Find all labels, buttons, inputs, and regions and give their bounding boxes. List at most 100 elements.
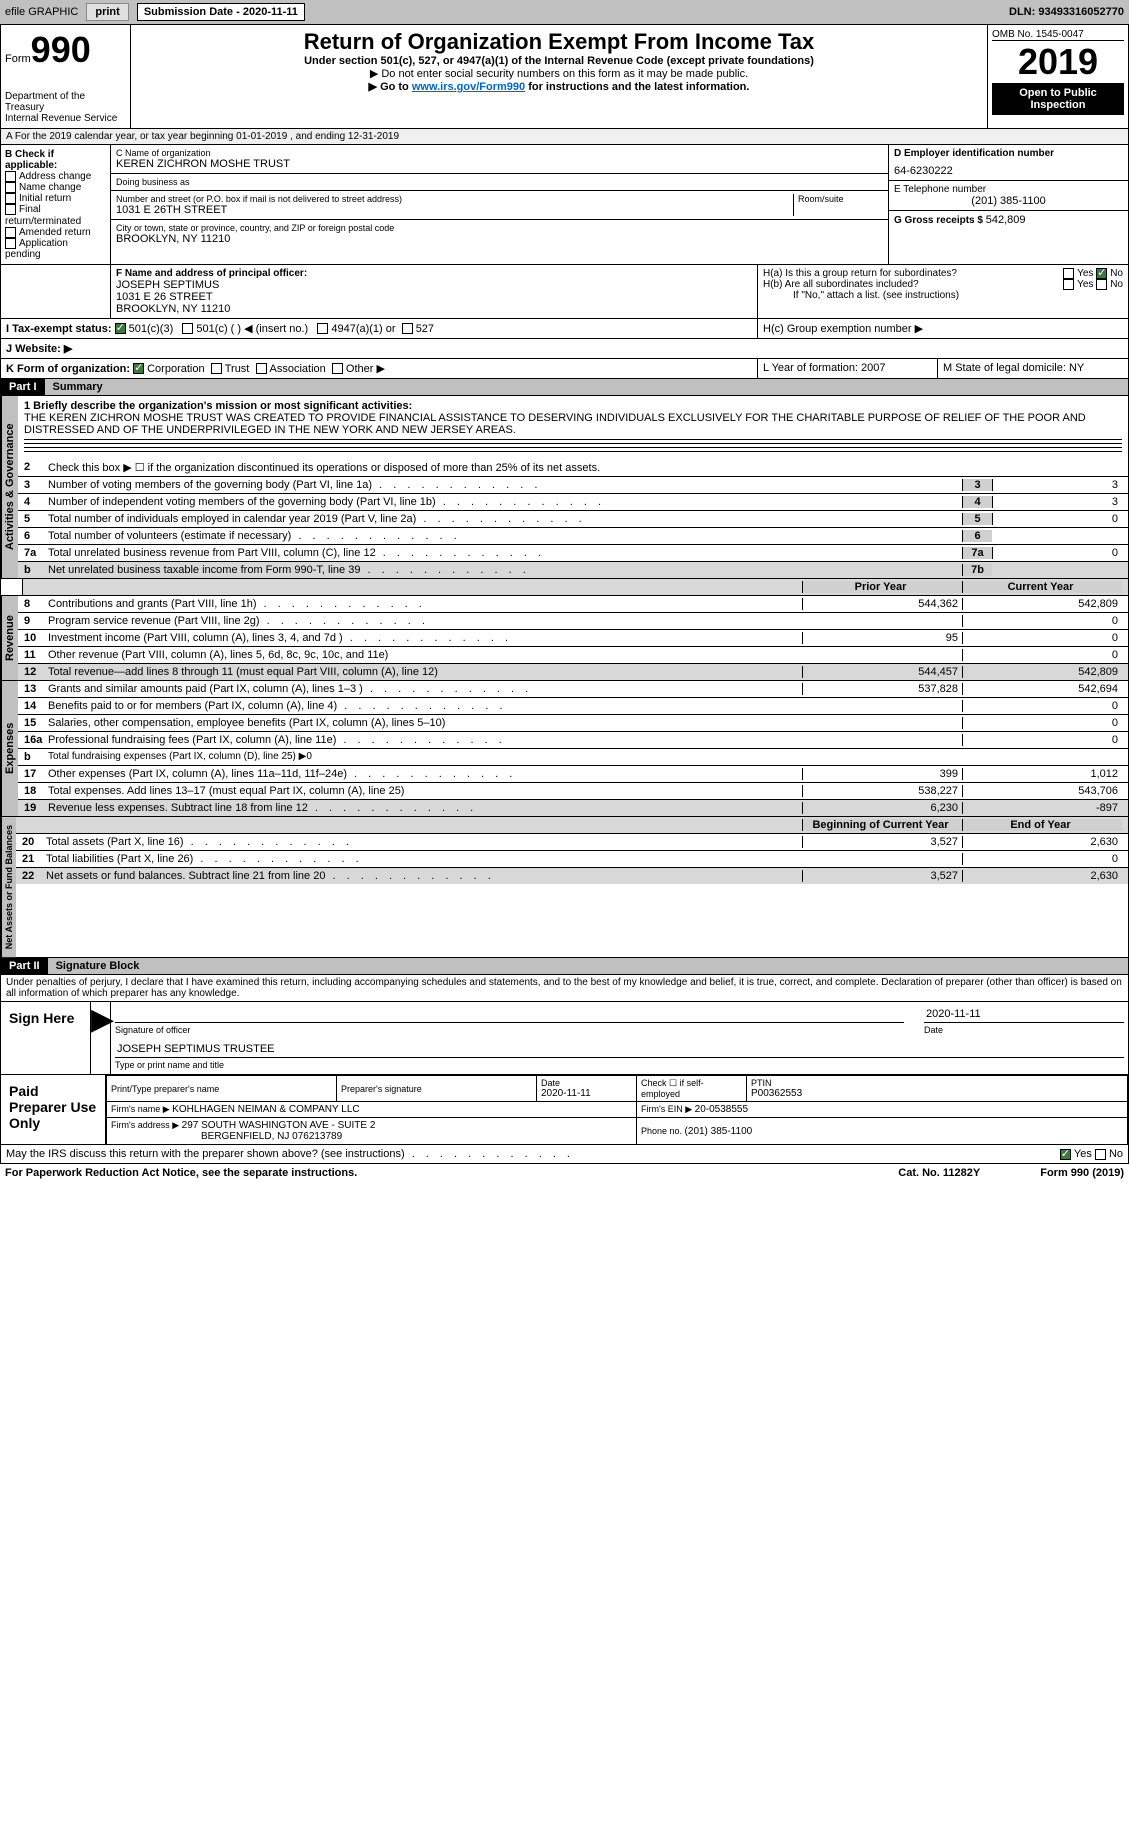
firm-ein: 20-0538555 — [695, 1104, 748, 1115]
chk-address: Address change — [5, 171, 106, 182]
org-name-cell: C Name of organization KEREN ZICHRON MOS… — [111, 145, 888, 174]
mission-block: 1 Briefly describe the organization's mi… — [18, 396, 1128, 459]
tax-year: 2019 — [992, 40, 1124, 83]
line-20: 20Total assets (Part X, line 16)3,5272,6… — [16, 834, 1128, 851]
line-16b: bTotal fundraising expenses (Part IX, co… — [18, 749, 1128, 766]
ptin: P00362553 — [751, 1088, 1123, 1099]
phone: (201) 385-1100 — [894, 195, 1123, 207]
firm-name: KOHLHAGEN NEIMAN & COMPANY LLC — [172, 1104, 359, 1115]
sig-date: 2020-11-11 — [924, 1006, 1124, 1023]
line-14: 14Benefits paid to or for members (Part … — [18, 698, 1128, 715]
irs-label: Internal Revenue Service — [5, 113, 126, 124]
sig-officer-label: Signature of officer — [115, 1025, 904, 1035]
part1-expenses: Expenses 13Grants and similar amounts pa… — [0, 681, 1129, 817]
sign-here-label: Sign Here — [1, 1002, 91, 1074]
officer-name: JOSEPH SEPTIMUS — [116, 279, 752, 291]
line-10: 10Investment income (Part VIII, column (… — [18, 630, 1128, 647]
form-number-cell: Form990 Department of the Treasury Inter… — [1, 25, 131, 128]
line-2: 2Check this box ▶ ☐ if the organization … — [18, 459, 1128, 477]
vert-governance: Activities & Governance — [1, 396, 18, 578]
org-name: KEREN ZICHRON MOSHE TRUST — [116, 158, 883, 170]
return-subtitle: Under section 501(c), 527, or 4947(a)(1)… — [135, 55, 983, 67]
current-year-header: Current Year — [962, 581, 1122, 593]
line-19: 19Revenue less expenses. Subtract line 1… — [18, 800, 1128, 816]
ein: 64-6230222 — [894, 165, 1123, 177]
form-org-cell: K Form of organization: Corporation Trus… — [1, 359, 758, 378]
top-bar: efile GRAPHIC print Submission Date - 20… — [0, 0, 1129, 24]
part1-header: Part I — [1, 379, 45, 395]
omb-cell: OMB No. 1545-0047 2019 Open to Public In… — [988, 25, 1128, 128]
line-11: 11Other revenue (Part VIII, column (A), … — [18, 647, 1128, 664]
mission-text: THE KEREN ZICHRON MOSHE TRUST WAS CREATE… — [24, 412, 1122, 436]
chk-name: Name change — [5, 182, 106, 193]
line-13: 13Grants and similar amounts paid (Part … — [18, 681, 1128, 698]
part1-net: Net Assets or Fund Balances Beginning of… — [0, 817, 1129, 958]
part1-revenue: Revenue 8Contributions and grants (Part … — [0, 596, 1129, 681]
ein-cell: D Employer identification number 64-6230… — [889, 145, 1128, 181]
cat-no: Cat. No. 11282Y — [898, 1167, 980, 1179]
line-9: 9Program service revenue (Part VIII, lin… — [18, 613, 1128, 630]
state-domicile: M State of legal domicile: NY — [938, 359, 1128, 378]
print-button[interactable]: print — [86, 3, 128, 21]
line-22: 22Net assets or fund balances. Subtract … — [16, 868, 1128, 884]
line-12: 12Total revenue—add lines 8 through 11 (… — [18, 664, 1128, 680]
discuss-row: May the IRS discuss this return with the… — [0, 1145, 1129, 1164]
line-5: 5Total number of individuals employed in… — [18, 511, 1128, 528]
open-public: Open to Public Inspection — [992, 83, 1124, 115]
part1-title: Summary — [45, 379, 1128, 395]
title-cell: Return of Organization Exempt From Incom… — [131, 25, 988, 128]
year-formation: L Year of formation: 2007 — [758, 359, 938, 378]
return-title: Return of Organization Exempt From Incom… — [135, 29, 983, 55]
vert-revenue: Revenue — [1, 596, 18, 680]
h-cell: H(a) Is this a group return for subordin… — [758, 265, 1128, 318]
check-applicable-label: B Check if applicable: — [5, 149, 106, 171]
section-a: A For the 2019 calendar year, or tax yea… — [0, 129, 1129, 145]
city-state-zip: BROOKLYN, NY 11210 — [116, 233, 883, 245]
part1-governance: Activities & Governance 1 Briefly descri… — [0, 396, 1129, 579]
penalty-text: Under penalties of perjury, I declare th… — [0, 975, 1129, 1002]
irs-link[interactable]: www.irs.gov/Form990 — [412, 81, 525, 93]
col-d: D Employer identification number 64-6230… — [888, 145, 1128, 264]
line-15: 15Salaries, other compensation, employee… — [18, 715, 1128, 732]
goto-note: ▶ Go to www.irs.gov/Form990 for instruct… — [135, 80, 983, 93]
vert-net: Net Assets or Fund Balances — [1, 817, 16, 957]
info-grid: B Check if applicable: Address change Na… — [0, 145, 1129, 265]
line-16a: 16aProfessional fundraising fees (Part I… — [18, 732, 1128, 749]
footer: For Paperwork Reduction Act Notice, see … — [0, 1164, 1129, 1182]
line-18: 18Total expenses. Add lines 13–17 (must … — [18, 783, 1128, 800]
omb-number: OMB No. 1545-0047 — [992, 29, 1124, 40]
line-21: 21Total liabilities (Part X, line 26)0 — [16, 851, 1128, 868]
paid-preparer-label: Paid Preparer Use Only — [1, 1075, 106, 1144]
part2-header: Part II — [1, 958, 48, 974]
chk-amended: Amended return — [5, 227, 106, 238]
prior-year-header: Prior Year — [802, 581, 962, 593]
line-6: 6Total number of volunteers (estimate if… — [18, 528, 1128, 545]
net-headers: Beginning of Current YearEnd of Year — [16, 817, 1128, 834]
chk-pending: Application pending — [5, 238, 106, 260]
preparer-table: Print/Type preparer's name Preparer's si… — [106, 1075, 1128, 1144]
form-header: Form990 Department of the Treasury Inter… — [0, 24, 1129, 129]
city-cell: City or town, state or province, country… — [111, 220, 888, 248]
ssn-note: ▶ Do not enter social security numbers o… — [135, 67, 983, 80]
tax-exempt-cell: I Tax-exempt status: 501(c)(3) 501(c) ( … — [1, 319, 758, 338]
row-i-hc: I Tax-exempt status: 501(c)(3) 501(c) ( … — [0, 319, 1129, 339]
vert-expenses: Expenses — [1, 681, 18, 816]
row-j: J Website: ▶ — [0, 339, 1129, 359]
line-4: 4Number of independent voting members of… — [18, 494, 1128, 511]
dba-cell: Doing business as — [111, 174, 888, 191]
row-k-lm: K Form of organization: Corporation Trus… — [0, 359, 1129, 379]
part2-title: Signature Block — [48, 958, 1128, 974]
chk-initial: Initial return — [5, 193, 106, 204]
line-7b: bNet unrelated business taxable income f… — [18, 562, 1128, 578]
dln: DLN: 93493316052770 — [1009, 6, 1124, 18]
street-address: 1031 E 26TH STREET — [116, 204, 793, 216]
efile-label: efile GRAPHIC — [5, 6, 78, 18]
line-8: 8Contributions and grants (Part VIII, li… — [18, 596, 1128, 613]
submission-date: Submission Date - 2020-11-11 — [137, 3, 305, 21]
year-headers: Prior Year Current Year — [0, 579, 1129, 596]
hc-cell: H(c) Group exemption number ▶ — [758, 319, 1128, 338]
firm-addr: 297 SOUTH WASHINGTON AVE - SUITE 2 — [182, 1120, 376, 1131]
gross-cell: G Gross receipts $ 542,809 — [889, 211, 1128, 229]
officer-printed: JOSEPH SEPTIMUS TRUSTEE — [115, 1041, 1124, 1058]
col-c: C Name of organization KEREN ZICHRON MOS… — [111, 145, 888, 264]
